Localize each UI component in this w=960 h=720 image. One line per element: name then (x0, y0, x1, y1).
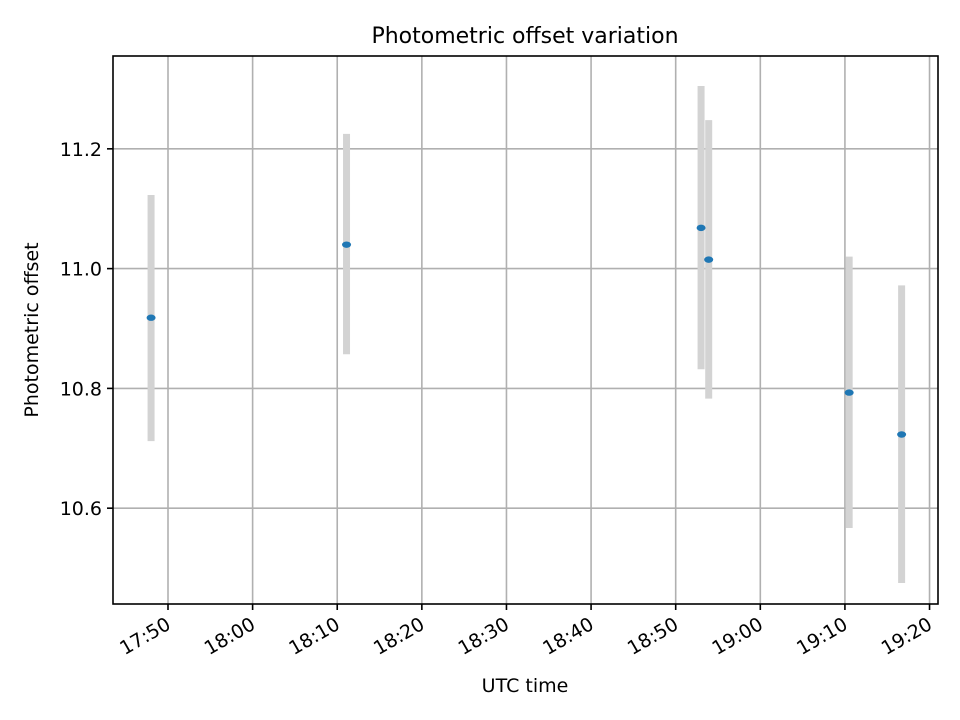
point-layer (146, 224, 907, 438)
data-point (696, 224, 706, 232)
grid-layer (113, 56, 938, 604)
data-point (146, 314, 156, 321)
y-tick-label: 11.0 (60, 259, 102, 281)
x-tick-label: 19:00 (708, 613, 766, 659)
x-tick-label: 19:10 (793, 613, 851, 659)
x-tick-label: 18:50 (624, 613, 682, 659)
data-point (844, 389, 854, 396)
data-point (897, 431, 907, 438)
x-tick-label: 18:20 (370, 613, 428, 659)
data-point (704, 256, 714, 263)
data-point (342, 241, 352, 248)
x-tick-label: 18:10 (285, 613, 343, 659)
x-tick-label: 18:40 (539, 613, 597, 659)
chart-title: Photometric offset variation (371, 24, 678, 49)
y-tick-label: 11.2 (60, 139, 102, 161)
x-tick-label: 18:00 (201, 613, 259, 659)
plot-frame (112, 55, 939, 605)
tick-layer: 17:50 18:00 18:10 18:20 18:30 18:40 18:50 19:00… (60, 139, 936, 660)
x-tick-label: 19:20 (878, 613, 936, 659)
y-tick-label: 10.6 (60, 498, 102, 520)
y-tick-label: 10.8 (60, 378, 102, 400)
x-tick-label: 18:30 (455, 613, 513, 659)
x-tick-label: 17:50 (116, 613, 174, 659)
x-axis-label: UTC time (482, 675, 569, 697)
y-axis-label: Photometric offset (21, 242, 43, 417)
